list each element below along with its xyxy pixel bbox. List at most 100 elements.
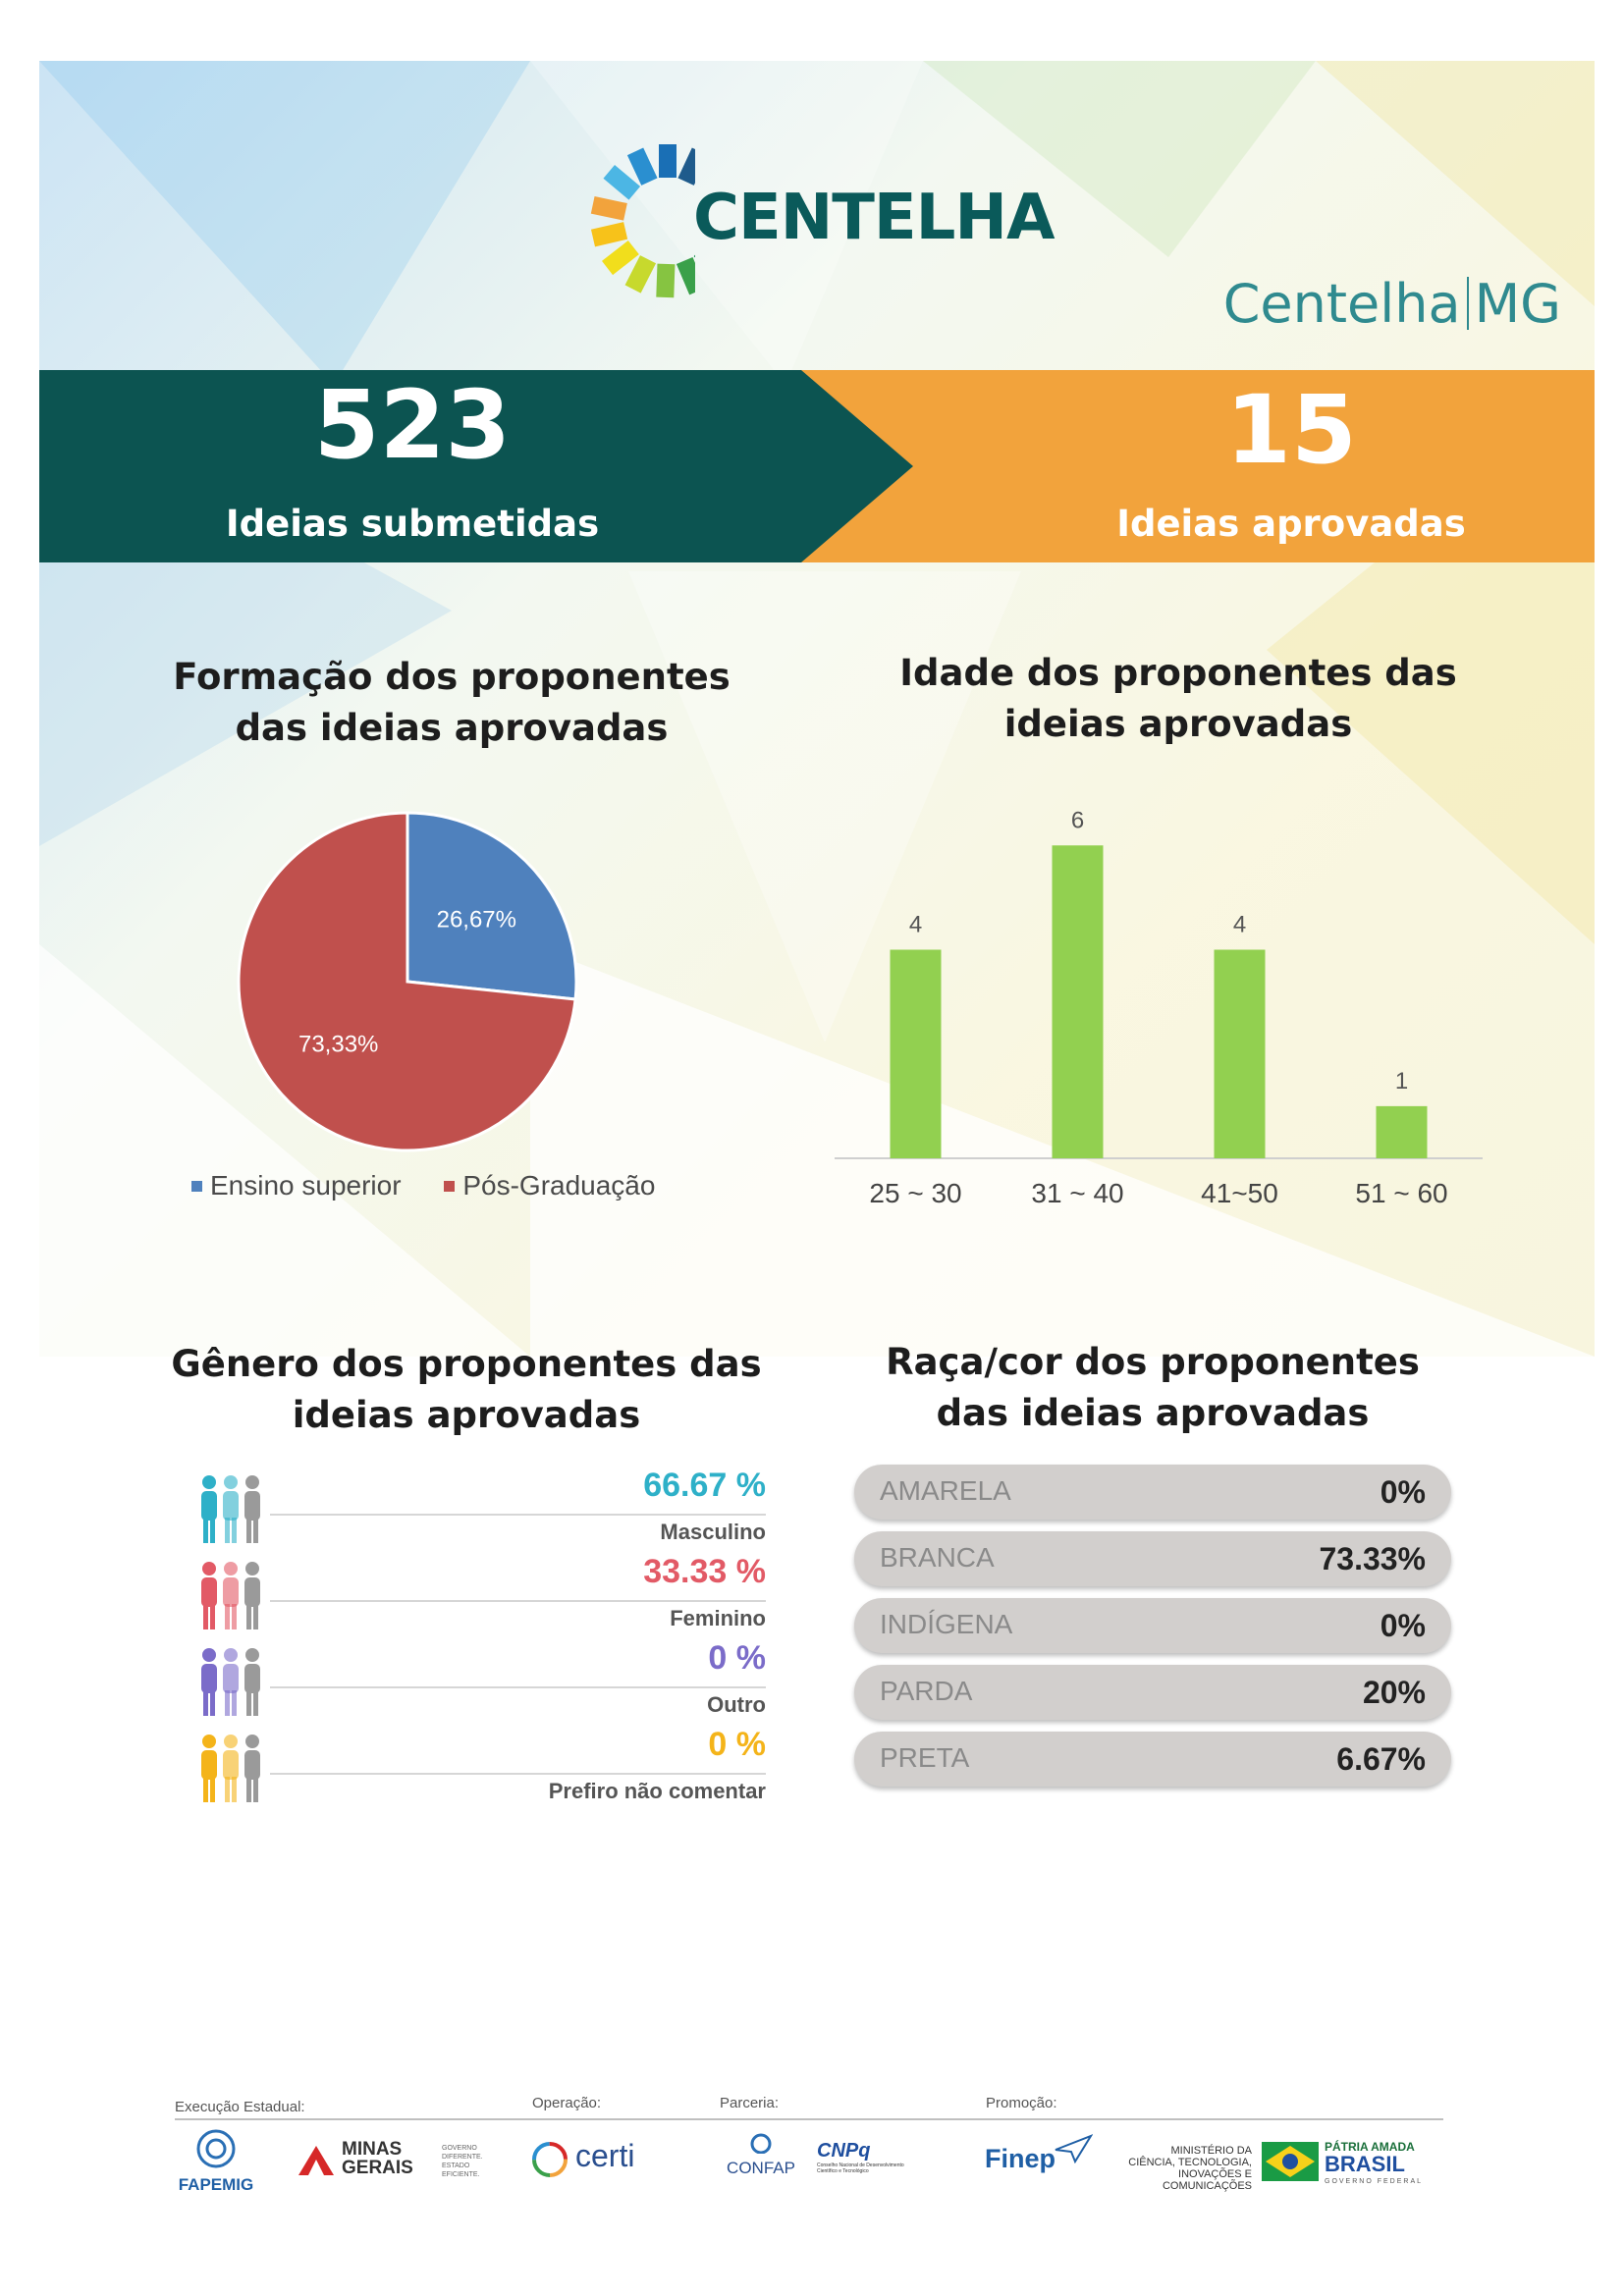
pie-legend: Ensino superior Pós-Graduação	[191, 1170, 655, 1201]
brasil-line1: PÁTRIA AMADA	[1325, 2140, 1415, 2154]
spark-icon	[590, 144, 695, 298]
race-title-line1: Raça/cor dos proponentes	[886, 1341, 1420, 1383]
mctic-line2: CIÊNCIA, TECNOLOGIA,	[1128, 2157, 1252, 2168]
bar-value-label-0: 4	[909, 912, 922, 938]
mctic-line3: INOVAÇÕES E COMUNICAÇÕES	[1162, 2168, 1252, 2192]
confap-logo: CONFAP	[717, 2132, 805, 2178]
gender-row: 0 % Outro	[191, 1639, 766, 1730]
gender-label: Feminino	[670, 1606, 766, 1630]
gender-title-line1: Gênero dos proponentes das	[171, 1343, 762, 1385]
confap-text: CONFAP	[727, 2159, 795, 2177]
subbrand-divider	[1466, 277, 1469, 330]
race-title: Raça/cor dos proponentes das ideias apro…	[854, 1337, 1451, 1439]
gender-title: Gênero dos proponentes das ideias aprova…	[167, 1339, 766, 1441]
gender-label: Outro	[707, 1692, 766, 1717]
age-title-line2: ideias aprovadas	[1003, 703, 1353, 745]
race-title-line2: das ideias aprovadas	[936, 1392, 1370, 1434]
legend-item-ensino-superior: Ensino superior	[191, 1170, 402, 1201]
finep-plane-icon	[1055, 2134, 1093, 2163]
gender-divider	[270, 1514, 766, 1516]
gender-row: 66.67 % Masculino	[191, 1467, 766, 1557]
gender-row: 0 % Prefiro não comentar	[191, 1726, 766, 1816]
brasil-line3: GOVERNO FEDERAL	[1325, 2178, 1424, 2185]
race-value: 73.33%	[1319, 1541, 1426, 1576]
people-icon	[201, 1475, 260, 1543]
x-tick-label-3: 51 ~ 60	[1355, 1178, 1447, 1208]
pie-label-1: 73,33%	[298, 1031, 378, 1057]
gender-percent: 66.67 %	[643, 1467, 766, 1504]
stats-banner-left	[39, 370, 913, 562]
people-icon	[201, 1562, 260, 1629]
race-row: BRANCA 73.33%	[854, 1531, 1451, 1586]
approved-label: Ideias aprovadas	[1116, 503, 1466, 545]
race-name: INDÍGENA	[880, 1609, 1013, 1639]
gender-row: 33.33 % Feminino	[191, 1553, 766, 1643]
footer-promotion-label: Promoção:	[986, 2095, 1057, 2111]
fapemig-text: FAPEMIG	[178, 2175, 254, 2194]
cnpq-subtitle: Conselho Nacional de Desenvolvimento Cie…	[817, 2163, 904, 2174]
pie-slice-1	[237, 811, 577, 1152]
bar-value-label-3: 1	[1395, 1068, 1408, 1095]
fapemig-logo: FAPEMIG	[172, 2125, 260, 2195]
logo-text: CENTELHA	[693, 182, 1055, 254]
cnpq-text: CNPq	[817, 2140, 871, 2162]
footer-partner-label: Parceria:	[720, 2095, 780, 2111]
minas-text-1: MINAS	[342, 2139, 403, 2160]
race-row: INDÍGENA 0%	[854, 1598, 1451, 1653]
approved-count: 15	[1225, 375, 1357, 485]
gender-label: Prefiro não comentar	[548, 1779, 766, 1803]
legend-swatch-blue	[191, 1181, 202, 1192]
page-background	[39, 61, 1595, 1357]
stats-banner: 523 Ideias submetidas 15 Ideias aprovada…	[39, 370, 1595, 562]
gender-divider	[270, 1600, 766, 1602]
centelha-logo: CENTELHA	[577, 133, 1055, 299]
legend-swatch-red	[444, 1181, 456, 1192]
age-title-line1: Idade dos proponentes das	[899, 652, 1457, 694]
education-pie-chart: 26,67% 73,33%	[237, 811, 578, 1152]
brazil-flag-icon	[1262, 2142, 1319, 2181]
age-title: Idade dos proponentes das ideias aprovad…	[884, 648, 1473, 750]
race-name: BRANCA	[880, 1542, 995, 1573]
race-value: 20%	[1362, 1675, 1426, 1710]
gender-divider	[270, 1773, 766, 1775]
legend-item-pos-graduacao: Pós-Graduação	[444, 1170, 655, 1201]
brasil-line2: BRASIL	[1325, 2152, 1405, 2176]
education-title: Formação dos proponentes das ideias apro…	[157, 652, 746, 754]
bar-0	[890, 949, 942, 1158]
submitted-count: 523	[313, 370, 512, 480]
gender-title-line2: ideias aprovadas	[292, 1394, 641, 1436]
bar-2	[1214, 949, 1266, 1158]
x-tick-label-1: 31 ~ 40	[1031, 1178, 1123, 1208]
x-tick-label-0: 25 ~ 30	[869, 1178, 961, 1208]
gender-divider	[270, 1686, 766, 1688]
race-value: 6.67%	[1336, 1741, 1426, 1777]
centelha-mg-title: Centelha MG	[1223, 273, 1561, 335]
education-title-line2: das ideias aprovadas	[235, 707, 669, 749]
pie-label-0: 26,67%	[437, 907, 516, 934]
bar-value-label-1: 6	[1071, 807, 1084, 833]
legend-label-ensino-superior: Ensino superior	[210, 1170, 402, 1201]
pie-slice-0	[406, 811, 578, 1001]
minas-text-2: GERAIS	[342, 2158, 413, 2178]
gender-percent: 0 %	[708, 1639, 766, 1677]
people-icon	[201, 1735, 260, 1802]
people-icon	[201, 1648, 260, 1716]
bar-value-label-2: 4	[1233, 912, 1246, 938]
x-tick-label-2: 41~50	[1201, 1178, 1278, 1208]
gender-label: Masculino	[660, 1520, 766, 1544]
gender-percent: 0 %	[708, 1726, 766, 1763]
footer-divider	[175, 2118, 1443, 2120]
age-bar-chart: 4 25 ~ 30 6 31 ~ 40 4 41~50 1 51 ~ 60	[835, 807, 1483, 1208]
submitted-label: Ideias submetidas	[225, 503, 600, 545]
governo-federal-logo: PÁTRIA AMADA BRASIL GOVERNO FEDERAL	[1262, 2140, 1434, 2185]
race-name: PRETA	[880, 1742, 970, 1773]
bar-3	[1376, 1105, 1428, 1158]
certi-text: certi	[575, 2138, 635, 2173]
race-row: PRETA 6.67%	[854, 1732, 1451, 1787]
confap-mark-icon	[750, 2133, 772, 2155]
mctic-logo: MINISTÉRIO DA CIÊNCIA, TECNOLOGIA, INOVA…	[1095, 2145, 1252, 2192]
education-title-line1: Formação dos proponentes	[173, 656, 731, 698]
cnpq-logo: CNPq Conselho Nacional de Desenvolviment…	[817, 2140, 915, 2174]
race-row: AMARELA 0%	[854, 1465, 1451, 1520]
mctic-line1: MINISTÉRIO DA	[1170, 2145, 1252, 2157]
